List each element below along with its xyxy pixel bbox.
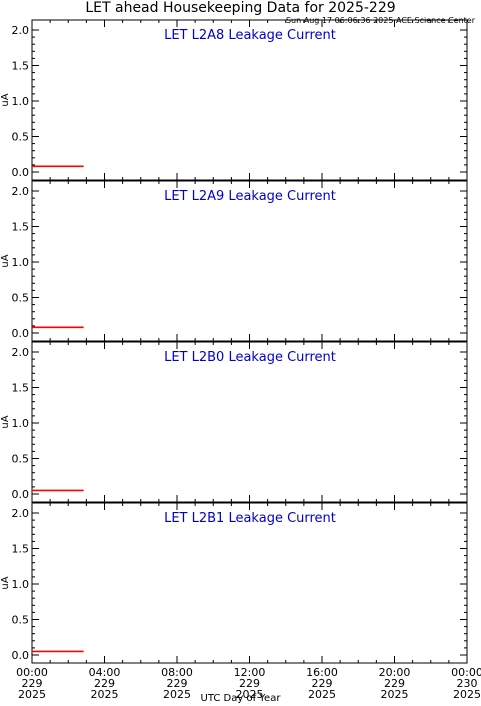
- panel-title: LET L2A9 Leakage Current: [164, 189, 336, 204]
- x-tick-label: 12:00: [234, 666, 266, 679]
- y-tick-label: 2.0: [12, 346, 30, 359]
- x-tick-label: 2025: [381, 688, 409, 701]
- y-tick-label: 2.0: [12, 185, 30, 198]
- x-tick-label: 2025: [453, 688, 481, 701]
- panel-frame: [31, 341, 468, 503]
- y-tick-label: 0.5: [12, 614, 30, 627]
- y-axis-label: uA: [0, 93, 11, 106]
- y-tick-label: 0.5: [12, 292, 30, 305]
- x-tick-label: 08:00: [161, 666, 193, 679]
- x-tick-label: 2025: [91, 688, 119, 701]
- y-tick-label: 2.0: [12, 24, 30, 37]
- y-tick-label: 0.0: [12, 327, 30, 340]
- x-tick-label: 229: [384, 677, 405, 690]
- panel-frame: [31, 180, 468, 342]
- y-tick-label: 1.5: [12, 60, 30, 73]
- y-tick-label: 1.0: [12, 578, 30, 591]
- panel-title: LET L2B1 Leakage Current: [164, 511, 336, 526]
- y-tick-label: 0.5: [12, 131, 30, 144]
- y-axis-label: uA: [0, 576, 11, 589]
- x-tick-label: 229: [167, 677, 188, 690]
- x-tick-label: 2025: [236, 688, 264, 701]
- chart-title: LET ahead Housekeeping Data for 2025-229: [85, 0, 396, 16]
- x-tick-label: 229: [94, 677, 115, 690]
- y-tick-label: 1.0: [12, 256, 30, 269]
- y-tick-label: 1.0: [12, 417, 30, 430]
- y-tick-label: 0.0: [12, 488, 30, 501]
- panel-frame: [31, 502, 468, 664]
- x-tick-label: 04:00: [89, 666, 121, 679]
- x-tick-label: 00:00: [451, 666, 481, 679]
- x-tick-label: 2025: [308, 688, 336, 701]
- y-axis-label: uA: [0, 254, 11, 267]
- y-tick-label: 0.5: [12, 453, 30, 466]
- x-tick-label: 20:00: [379, 666, 411, 679]
- x-tick-label: 230: [457, 677, 478, 690]
- y-tick-label: 0.0: [12, 649, 30, 662]
- x-tick-label: 229: [239, 677, 260, 690]
- x-tick-label: 2025: [18, 688, 46, 701]
- y-tick-label: 1.5: [12, 221, 30, 234]
- x-tick-label: 2025: [163, 688, 191, 701]
- x-tick-label: 16:00: [306, 666, 338, 679]
- x-tick-label: 229: [312, 677, 333, 690]
- x-tick-label: 00:00: [16, 666, 48, 679]
- panel-title: LET L2B0 Leakage Current: [164, 350, 336, 365]
- y-tick-label: 0.0: [12, 166, 30, 179]
- y-tick-label: 1.5: [12, 382, 30, 395]
- panel-title: LET L2A8 Leakage Current: [164, 28, 336, 43]
- y-tick-label: 1.5: [12, 543, 30, 556]
- y-tick-label: 2.0: [12, 507, 30, 520]
- y-axis-label: uA: [0, 415, 11, 428]
- x-tick-label: 229: [22, 677, 43, 690]
- y-tick-label: 1.0: [12, 95, 30, 108]
- x-axis-label: UTC Day of Year: [200, 693, 281, 704]
- panel-frame: [31, 19, 468, 181]
